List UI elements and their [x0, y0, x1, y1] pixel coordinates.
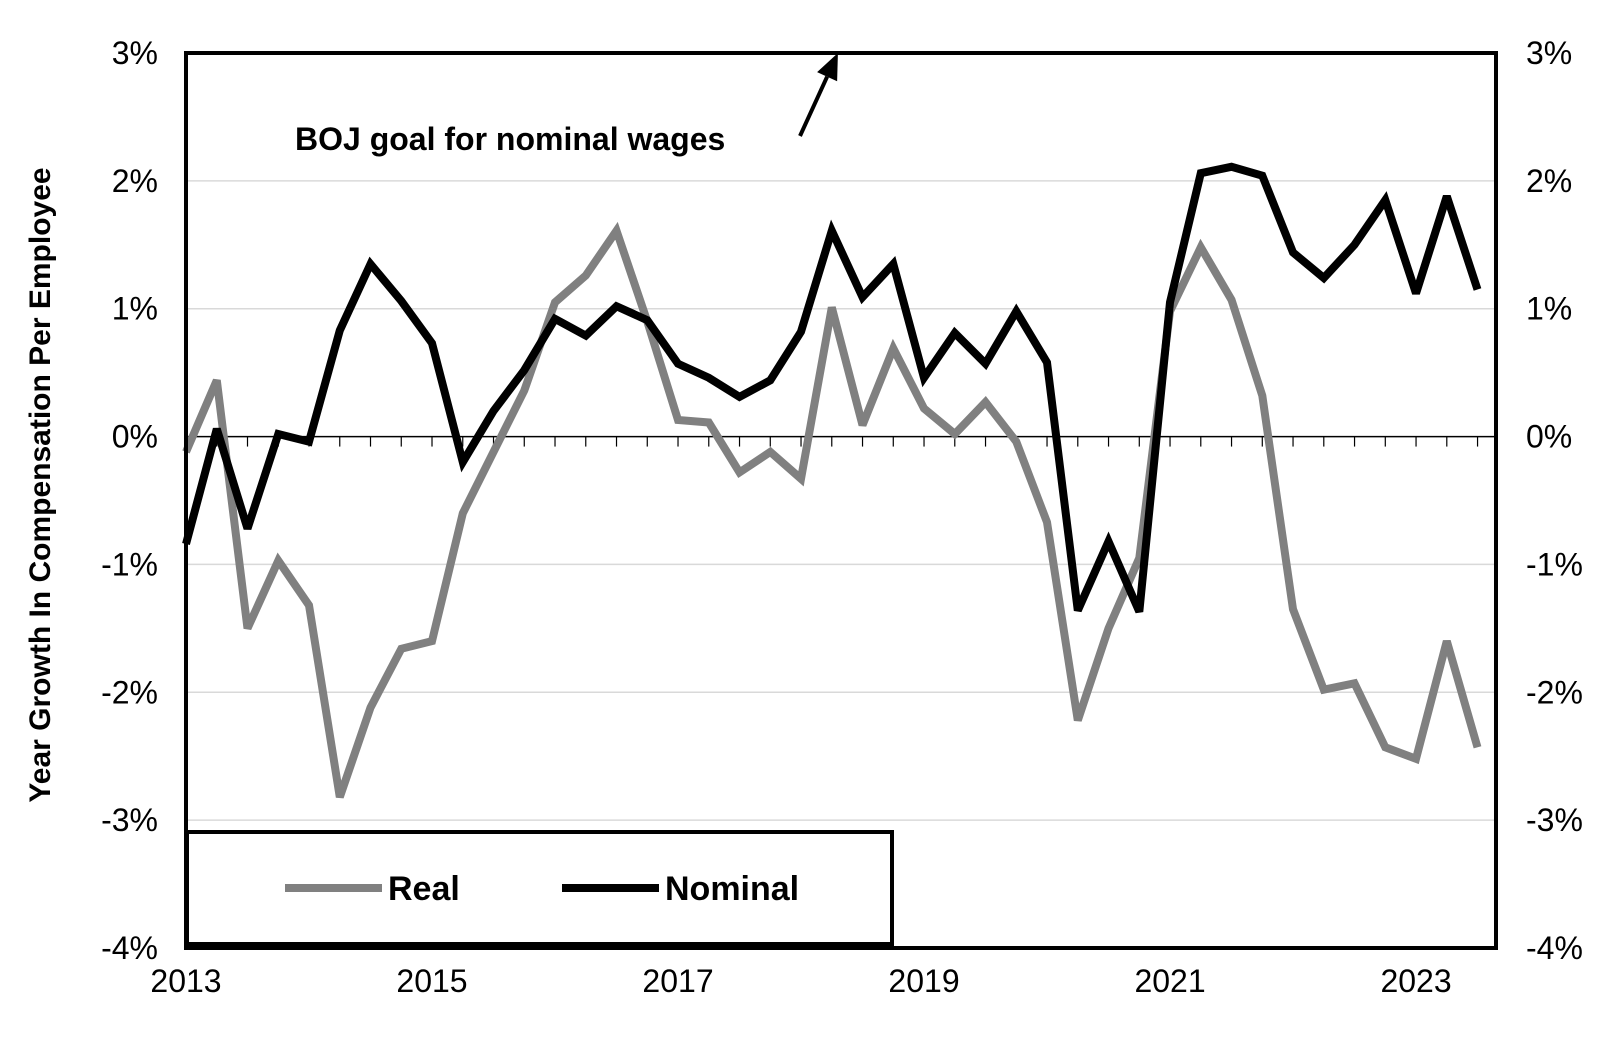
y-tick-label: 1% — [112, 291, 158, 327]
y-tick-label: -4% — [101, 930, 158, 966]
boj-goal-annotation: BOJ goal for nominal wages — [295, 53, 838, 157]
series-layer — [182, 162, 1482, 799]
legend-label-nominal: Nominal — [665, 870, 799, 908]
y-tick-label-right: -4% — [1526, 930, 1583, 966]
y-axis-right: -4% -3% -2% -1% 0% 1% 2% 3% — [1526, 35, 1583, 966]
legend-label-real: Real — [388, 870, 460, 908]
series-line-real — [182, 221, 1482, 799]
y-tick-label: 2% — [112, 163, 158, 199]
y-axis-label: Year Growth In Compensation Per Employee — [24, 167, 57, 802]
x-tick-label: 2017 — [642, 963, 713, 999]
y-tick-label-right: 0% — [1526, 419, 1572, 455]
x-axis: 2013 2015 2017 2019 2021 2023 — [150, 963, 1451, 999]
y-axis-left: -4% -3% -2% -1% 0% 1% 2% 3% — [101, 35, 158, 966]
y-tick-label: 0% — [112, 419, 158, 455]
y-tick-label-right: 3% — [1526, 35, 1572, 71]
y-tick-label-right: -1% — [1526, 546, 1583, 582]
y-tick-label-right: 1% — [1526, 291, 1572, 327]
y-tick-label: 3% — [112, 35, 158, 71]
y-tick-label-right: -2% — [1526, 674, 1583, 710]
x-tick-label: 2019 — [888, 963, 959, 999]
y-tick-label: -1% — [101, 546, 158, 582]
x-tick-label: 2015 — [396, 963, 467, 999]
y-tick-label: -2% — [101, 674, 158, 710]
x-tick-label: 2023 — [1380, 963, 1451, 999]
x-tick-label: 2013 — [150, 963, 221, 999]
x-minor-ticks — [185, 436, 1479, 447]
arrow-head-icon — [817, 53, 838, 82]
annotation-arrow — [798, 75, 829, 137]
annotation-text: BOJ goal for nominal wages — [295, 121, 725, 157]
legend: Real Nominal — [185, 830, 894, 946]
y-tick-label: -3% — [101, 802, 158, 838]
y-tick-label-right: -3% — [1526, 802, 1583, 838]
series-line-nominal — [182, 162, 1482, 614]
y-tick-label-right: 2% — [1526, 163, 1572, 199]
x-tick-label: 2021 — [1134, 963, 1205, 999]
plot-frame — [184, 51, 1498, 950]
